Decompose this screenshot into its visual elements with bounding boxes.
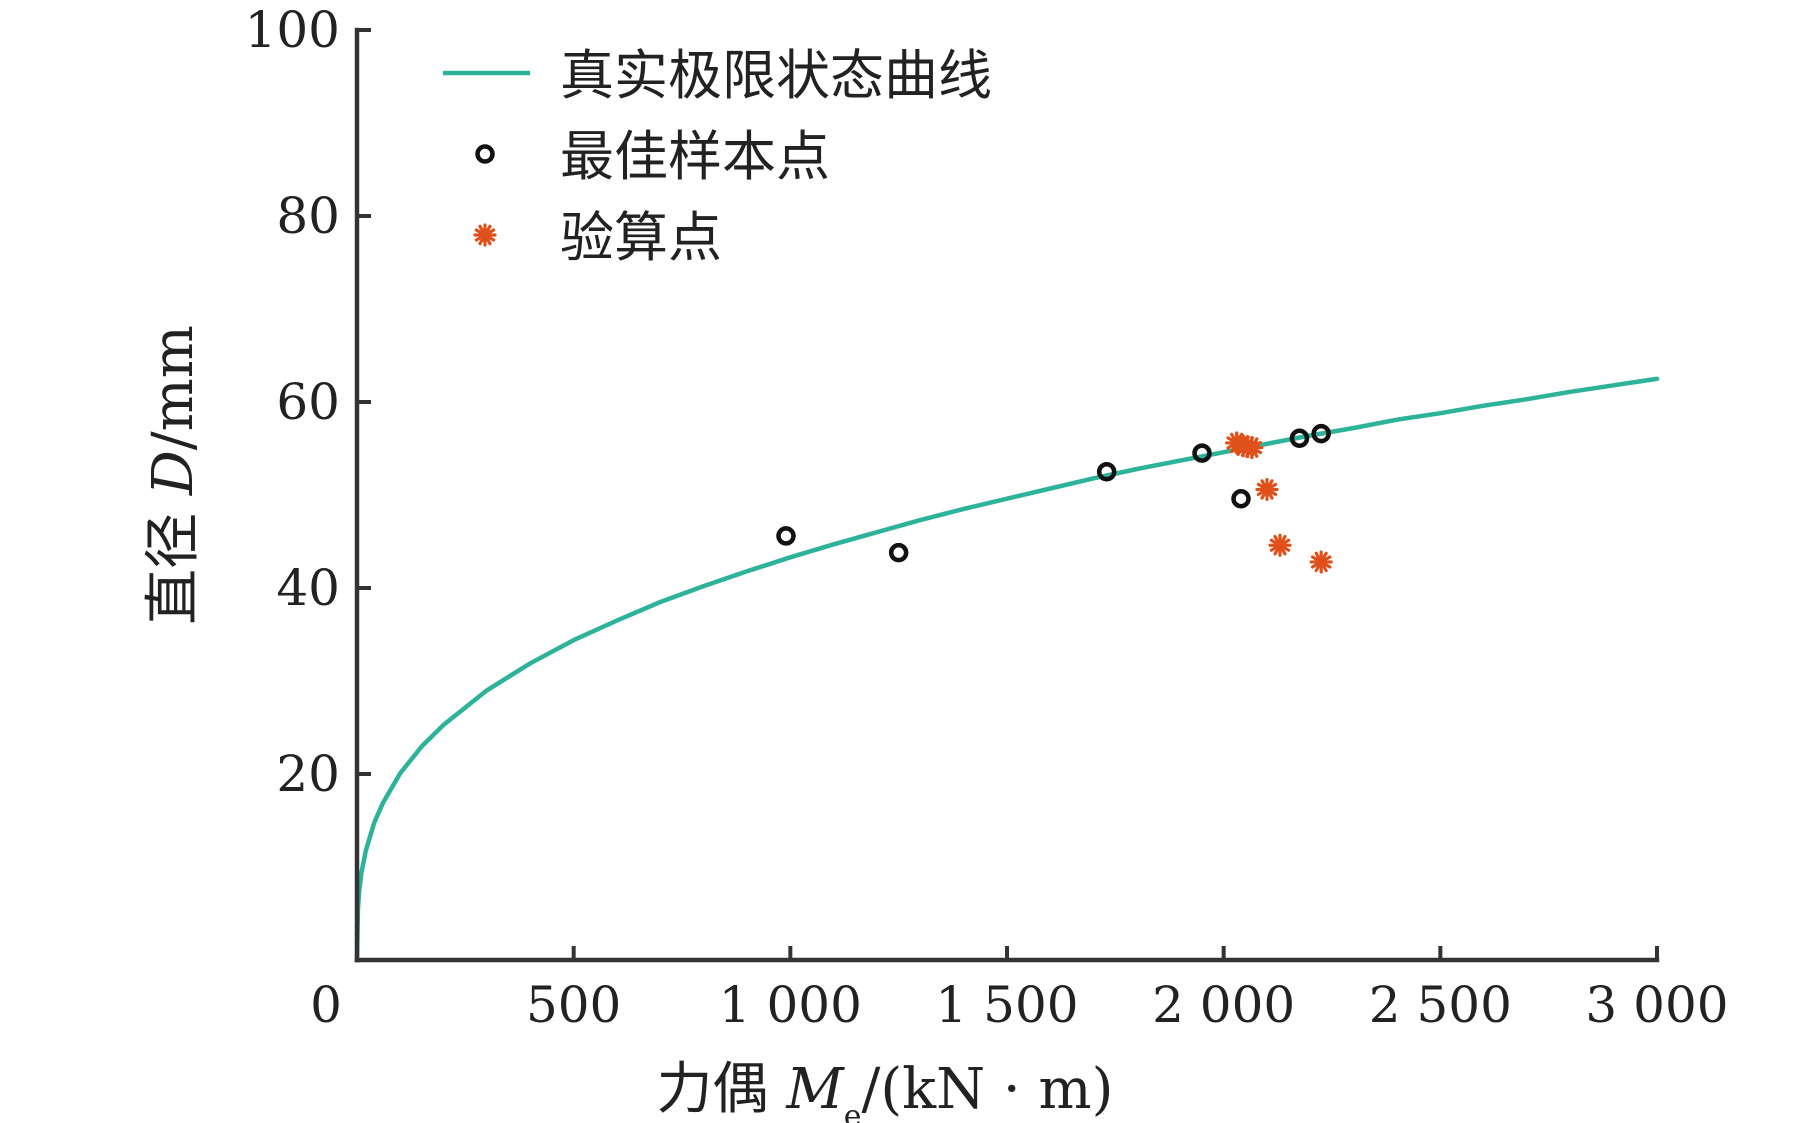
legend-entry-0: 真实极限状态曲线	[443, 44, 992, 107]
sample-point	[776, 526, 796, 546]
axes: 0 500 1 000 1 500 2 000 2 500 3 000 20 40 60 80 100	[245, 1, 1729, 1034]
scatter-series-2	[1225, 431, 1333, 574]
x-tick-label: 2 000	[1152, 976, 1295, 1034]
sample-point	[1289, 428, 1310, 449]
x-tick-label: 1 500	[935, 976, 1078, 1034]
sample-point	[888, 542, 909, 563]
scatter-series-1	[776, 423, 1331, 563]
legend-entry-1: 最佳样本点	[475, 125, 830, 188]
x-tick-label: 2 500	[1369, 976, 1512, 1034]
plot-area	[354, 376, 1660, 963]
y-axis-title-suffix: /mm	[141, 325, 206, 450]
sample-point	[1192, 443, 1212, 463]
asterisk-stroke	[1269, 538, 1291, 552]
x-axis-title-prefix: 力偶	[657, 1057, 787, 1122]
x-tick-label: 500	[526, 976, 621, 1034]
asterisk-stroke	[474, 228, 496, 242]
check-point	[1255, 477, 1279, 502]
x-tick-label: 1 000	[719, 976, 862, 1034]
limit-state-curve	[354, 376, 1660, 963]
x-axis-title-subscript: e	[844, 1099, 862, 1123]
legend-circle-marker	[475, 144, 495, 164]
x-tick-label: 0	[310, 976, 342, 1034]
sample-point	[1311, 423, 1331, 444]
check-point	[1268, 533, 1292, 557]
x-axis-title-suffix: /(kN · m)	[861, 1057, 1113, 1122]
asterisk-stroke	[1256, 482, 1278, 497]
x-axis-title-variable: M	[785, 1057, 845, 1122]
y-axis-title-prefix: 直径	[141, 495, 206, 625]
asterisk-stroke	[1310, 555, 1332, 569]
legend-label: 验算点	[560, 206, 722, 269]
y-axis-title: 直径 D/mm	[141, 325, 206, 625]
legend-label: 最佳样本点	[560, 125, 830, 188]
y-axis-title-variable: D	[141, 450, 206, 496]
check-point	[1309, 550, 1333, 574]
legend-label: 真实极限状态曲线	[560, 44, 992, 107]
asterisk-stroke	[1241, 440, 1263, 455]
y-tick-label: 60	[276, 373, 340, 431]
sample-point	[1096, 462, 1117, 482]
y-tick-label: 20	[276, 745, 340, 803]
check-point	[1240, 435, 1264, 460]
x-tick-label: 3 000	[1585, 976, 1728, 1034]
sample-point	[1231, 488, 1251, 509]
legend-entry-2: 验算点	[473, 206, 722, 269]
x-axis-title: 力偶 Me/(kN · m)	[657, 1057, 1114, 1123]
y-tick-label: 80	[276, 187, 340, 245]
y-tick-label: 40	[276, 559, 340, 617]
y-tick-label: 100	[245, 1, 340, 59]
legend-asterisk-marker	[473, 223, 497, 247]
